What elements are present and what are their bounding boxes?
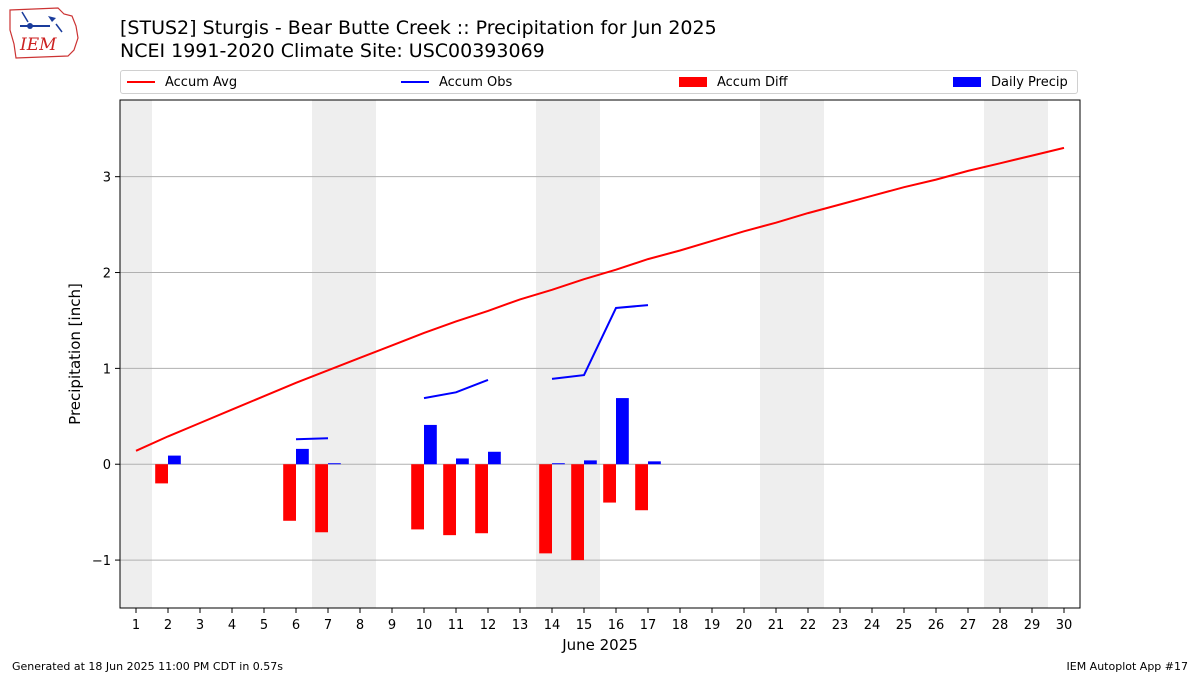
weekend-shade bbox=[984, 100, 1016, 608]
chart-title: [STUS2] Sturgis - Bear Butte Creek :: Pr… bbox=[120, 17, 717, 39]
x-tick-label: 6 bbox=[292, 618, 300, 633]
x-tick-label: 4 bbox=[228, 618, 236, 633]
x-tick-label: 15 bbox=[576, 618, 593, 633]
y-axis-label: Precipitation [inch] bbox=[66, 283, 84, 425]
x-tick-label: 1 bbox=[132, 618, 140, 633]
bar-accum-diff bbox=[539, 464, 552, 554]
x-tick-label: 28 bbox=[992, 618, 1009, 633]
x-tick-label: 23 bbox=[832, 618, 849, 633]
legend-label-accum-diff: Accum Diff bbox=[717, 74, 788, 90]
legend-swatch-daily-precip bbox=[953, 77, 981, 87]
y-tick-label: 2 bbox=[103, 267, 111, 282]
x-tick-label: 7 bbox=[324, 618, 332, 633]
y-tick-label: 0 bbox=[103, 458, 111, 473]
x-tick-label: 5 bbox=[260, 618, 268, 633]
weekend-shade bbox=[760, 100, 792, 608]
x-tick-label: 11 bbox=[448, 618, 465, 633]
bar-accum-diff bbox=[283, 464, 296, 521]
x-tick-label: 29 bbox=[1024, 618, 1041, 633]
bar-accum-diff bbox=[603, 464, 616, 503]
x-tick-label: 21 bbox=[768, 618, 785, 633]
logo-text: IEM bbox=[19, 35, 57, 55]
legend-label-accum-avg: Accum Avg bbox=[165, 74, 238, 90]
bar-accum-diff bbox=[155, 464, 168, 484]
x-tick-label: 25 bbox=[896, 618, 913, 633]
iem-logo: IEM bbox=[9, 7, 79, 59]
line-accum-obs bbox=[423, 378, 489, 400]
legend-swatch-accum-avg bbox=[127, 81, 155, 83]
x-tick-label: 2 bbox=[164, 618, 172, 633]
footer-generated: Generated at 18 Jun 2025 11:00 PM CDT in… bbox=[12, 660, 284, 673]
bar-daily-precip bbox=[424, 424, 437, 465]
x-tick-label: 14 bbox=[544, 618, 561, 633]
x-tick-label: 10 bbox=[416, 618, 433, 633]
x-tick-label: 24 bbox=[864, 618, 881, 633]
bar-daily-precip bbox=[168, 455, 181, 465]
weekend-shade bbox=[120, 100, 152, 608]
bar-accum-diff bbox=[635, 464, 648, 511]
weekend-shade bbox=[792, 100, 824, 608]
plot-frame bbox=[119, 99, 1081, 609]
x-tick-label: 30 bbox=[1056, 618, 1073, 633]
bar-accum-diff bbox=[443, 464, 456, 536]
x-tick-label: 19 bbox=[704, 618, 721, 633]
legend-label-daily-precip: Daily Precip bbox=[991, 74, 1068, 90]
legend-label-accum-obs: Accum Obs bbox=[439, 74, 513, 90]
line-accum-avg bbox=[135, 146, 1065, 452]
bar-accum-diff bbox=[475, 464, 488, 534]
bar-accum-diff bbox=[411, 464, 424, 530]
legend-item-accum-avg: Accum Avg bbox=[127, 71, 237, 93]
x-tick-label: 8 bbox=[356, 618, 364, 633]
bar-daily-precip bbox=[552, 463, 565, 465]
footer-app: IEM Autoplot App #17 bbox=[1066, 660, 1189, 673]
chart-subtitle: NCEI 1991-2020 Climate Site: USC00393069 bbox=[120, 40, 545, 62]
bar-daily-precip bbox=[616, 398, 629, 465]
bar-accum-diff bbox=[315, 464, 328, 533]
line-accum-obs bbox=[295, 437, 329, 441]
legend-swatch-accum-diff bbox=[679, 77, 707, 87]
bar-daily-precip bbox=[488, 451, 501, 465]
chart-legend: Accum Avg Accum Obs Accum Diff Daily Pre… bbox=[120, 70, 1078, 94]
y-tick-label: 3 bbox=[103, 171, 111, 186]
bar-daily-precip bbox=[456, 458, 469, 465]
x-tick-label: 12 bbox=[480, 618, 497, 633]
x-tick-label: 22 bbox=[800, 618, 817, 633]
x-tick-label: 27 bbox=[960, 618, 977, 633]
x-axis-label: June 2025 bbox=[561, 636, 638, 654]
x-tick-label: 26 bbox=[928, 618, 945, 633]
legend-item-accum-obs: Accum Obs bbox=[401, 71, 512, 93]
x-tick-label: 3 bbox=[196, 618, 204, 633]
legend-swatch-accum-obs bbox=[401, 81, 429, 83]
bar-daily-precip bbox=[328, 463, 341, 465]
legend-item-accum-diff: Accum Diff bbox=[679, 71, 788, 93]
weekend-shade bbox=[1016, 100, 1048, 608]
x-tick-label: 20 bbox=[736, 618, 753, 633]
bar-accum-diff bbox=[571, 464, 584, 561]
x-tick-label: 16 bbox=[608, 618, 625, 633]
bar-daily-precip bbox=[296, 448, 309, 465]
x-tick-label: 17 bbox=[640, 618, 657, 633]
bar-daily-precip bbox=[584, 460, 597, 465]
line-accum-obs bbox=[551, 304, 649, 380]
legend-item-daily-precip: Daily Precip bbox=[953, 71, 1068, 93]
x-tick-label: 13 bbox=[512, 618, 529, 633]
y-tick-label: −1 bbox=[92, 554, 111, 569]
y-tick-label: 1 bbox=[103, 362, 111, 377]
x-tick-label: 9 bbox=[388, 618, 396, 633]
bar-daily-precip bbox=[648, 461, 661, 465]
x-tick-label: 18 bbox=[672, 618, 689, 633]
